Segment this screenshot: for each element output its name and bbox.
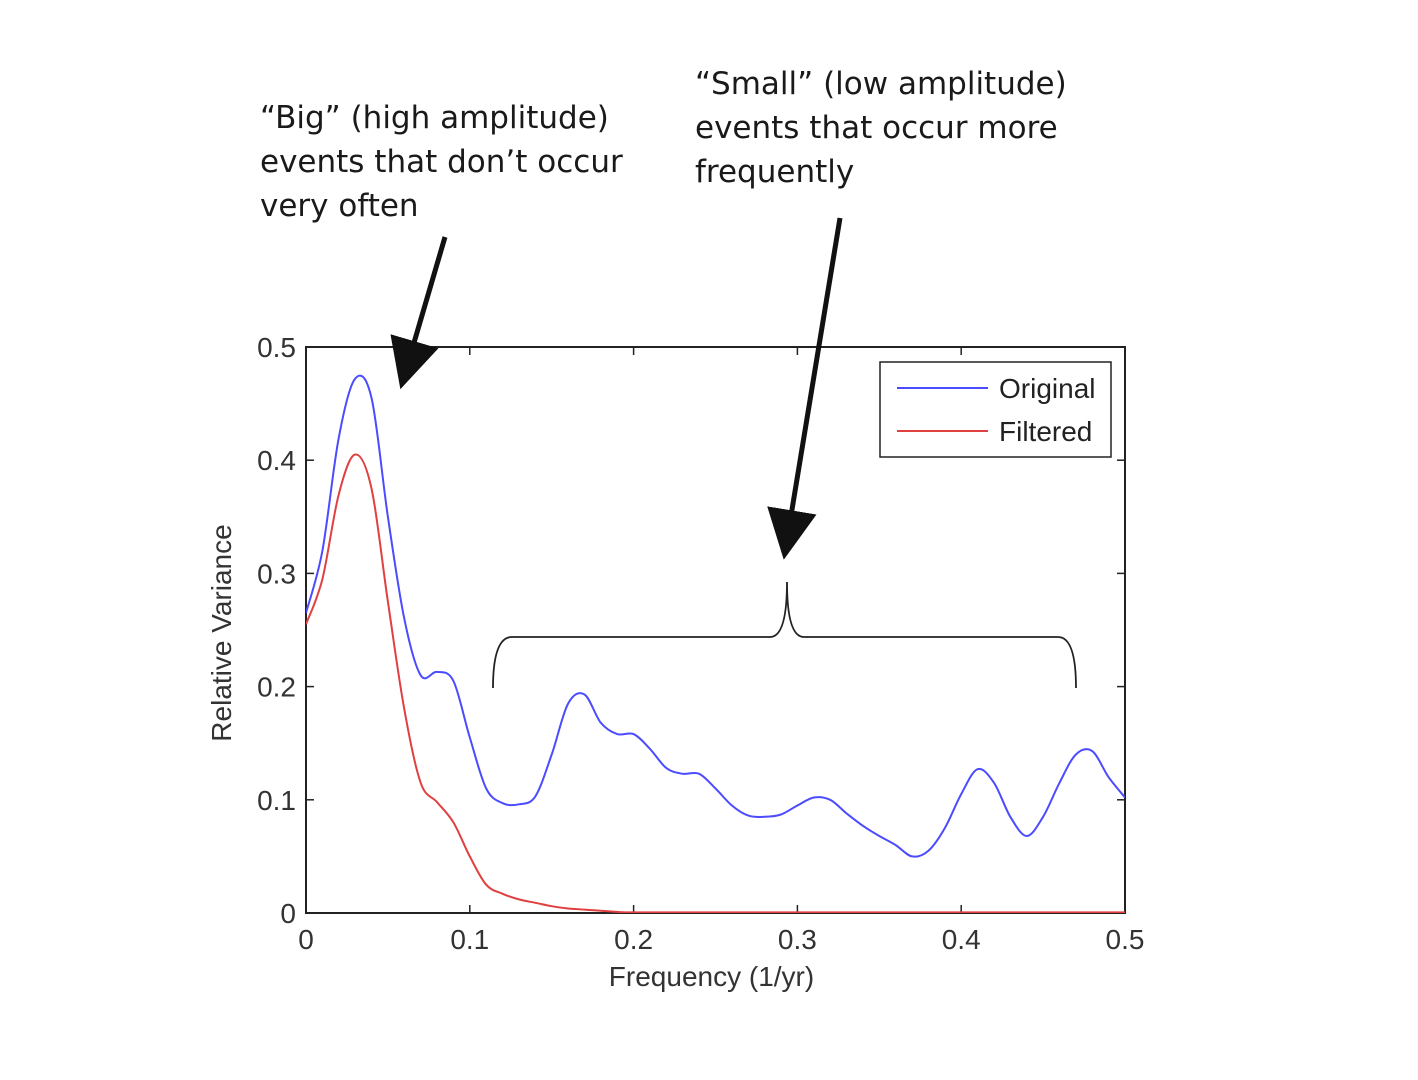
annotation-small-line-1: “Small” (low amplitude) — [695, 66, 1067, 102]
x-tick-label: 0.1 — [450, 924, 489, 955]
series-line-original — [306, 374, 1125, 858]
legend-label-filtered: Filtered — [999, 416, 1092, 447]
y-axis-title: Relative Variance — [206, 524, 237, 741]
legend-label-original: Original — [999, 373, 1095, 404]
y-tick-label: 0.2 — [257, 672, 296, 703]
annotation-small-line-3: frequently — [695, 154, 855, 190]
annotation-big-events: “Big” (high amplitude) events that don’t… — [260, 96, 623, 228]
y-tick-label: 0.5 — [257, 332, 296, 363]
x-tick-label: 0.4 — [942, 924, 981, 955]
arrow-small-events — [767, 217, 843, 560]
plot-area: 0 0.1 0.2 0.3 0.4 0.5 0 0.1 0.2 0.3 0.4 0.5 Frequenc… — [206, 332, 1144, 992]
x-tick-label: 0 — [298, 924, 314, 955]
x-tick-label: 0.2 — [614, 924, 653, 955]
curly-brace — [492, 581, 1077, 689]
annotation-graphics — [390, 217, 1077, 689]
x-tick-label: 0.3 — [778, 924, 817, 955]
annotation-small-events: “Small” (low amplitude) events that occu… — [695, 62, 1067, 194]
legend-box — [879, 361, 1112, 458]
x-tick-label: 0.5 — [1106, 924, 1145, 955]
legend: Original Filtered — [879, 361, 1112, 458]
series-line-filtered — [306, 453, 1125, 913]
arrow-big-events — [390, 236, 448, 390]
y-tick-label: 0 — [280, 898, 296, 929]
y-tick-label: 0.1 — [257, 785, 296, 816]
annotation-big-line-3: very often — [260, 188, 419, 224]
annotation-big-line-1: “Big” (high amplitude) — [260, 100, 609, 136]
x-axis-title: Frequency (1/yr) — [609, 961, 814, 992]
annotation-small-line-2: events that occur more — [695, 110, 1058, 146]
y-tick-label: 0.4 — [257, 445, 296, 476]
annotation-big-line-2: events that don’t occur — [260, 144, 623, 180]
y-tick-label: 0.3 — [257, 558, 296, 589]
